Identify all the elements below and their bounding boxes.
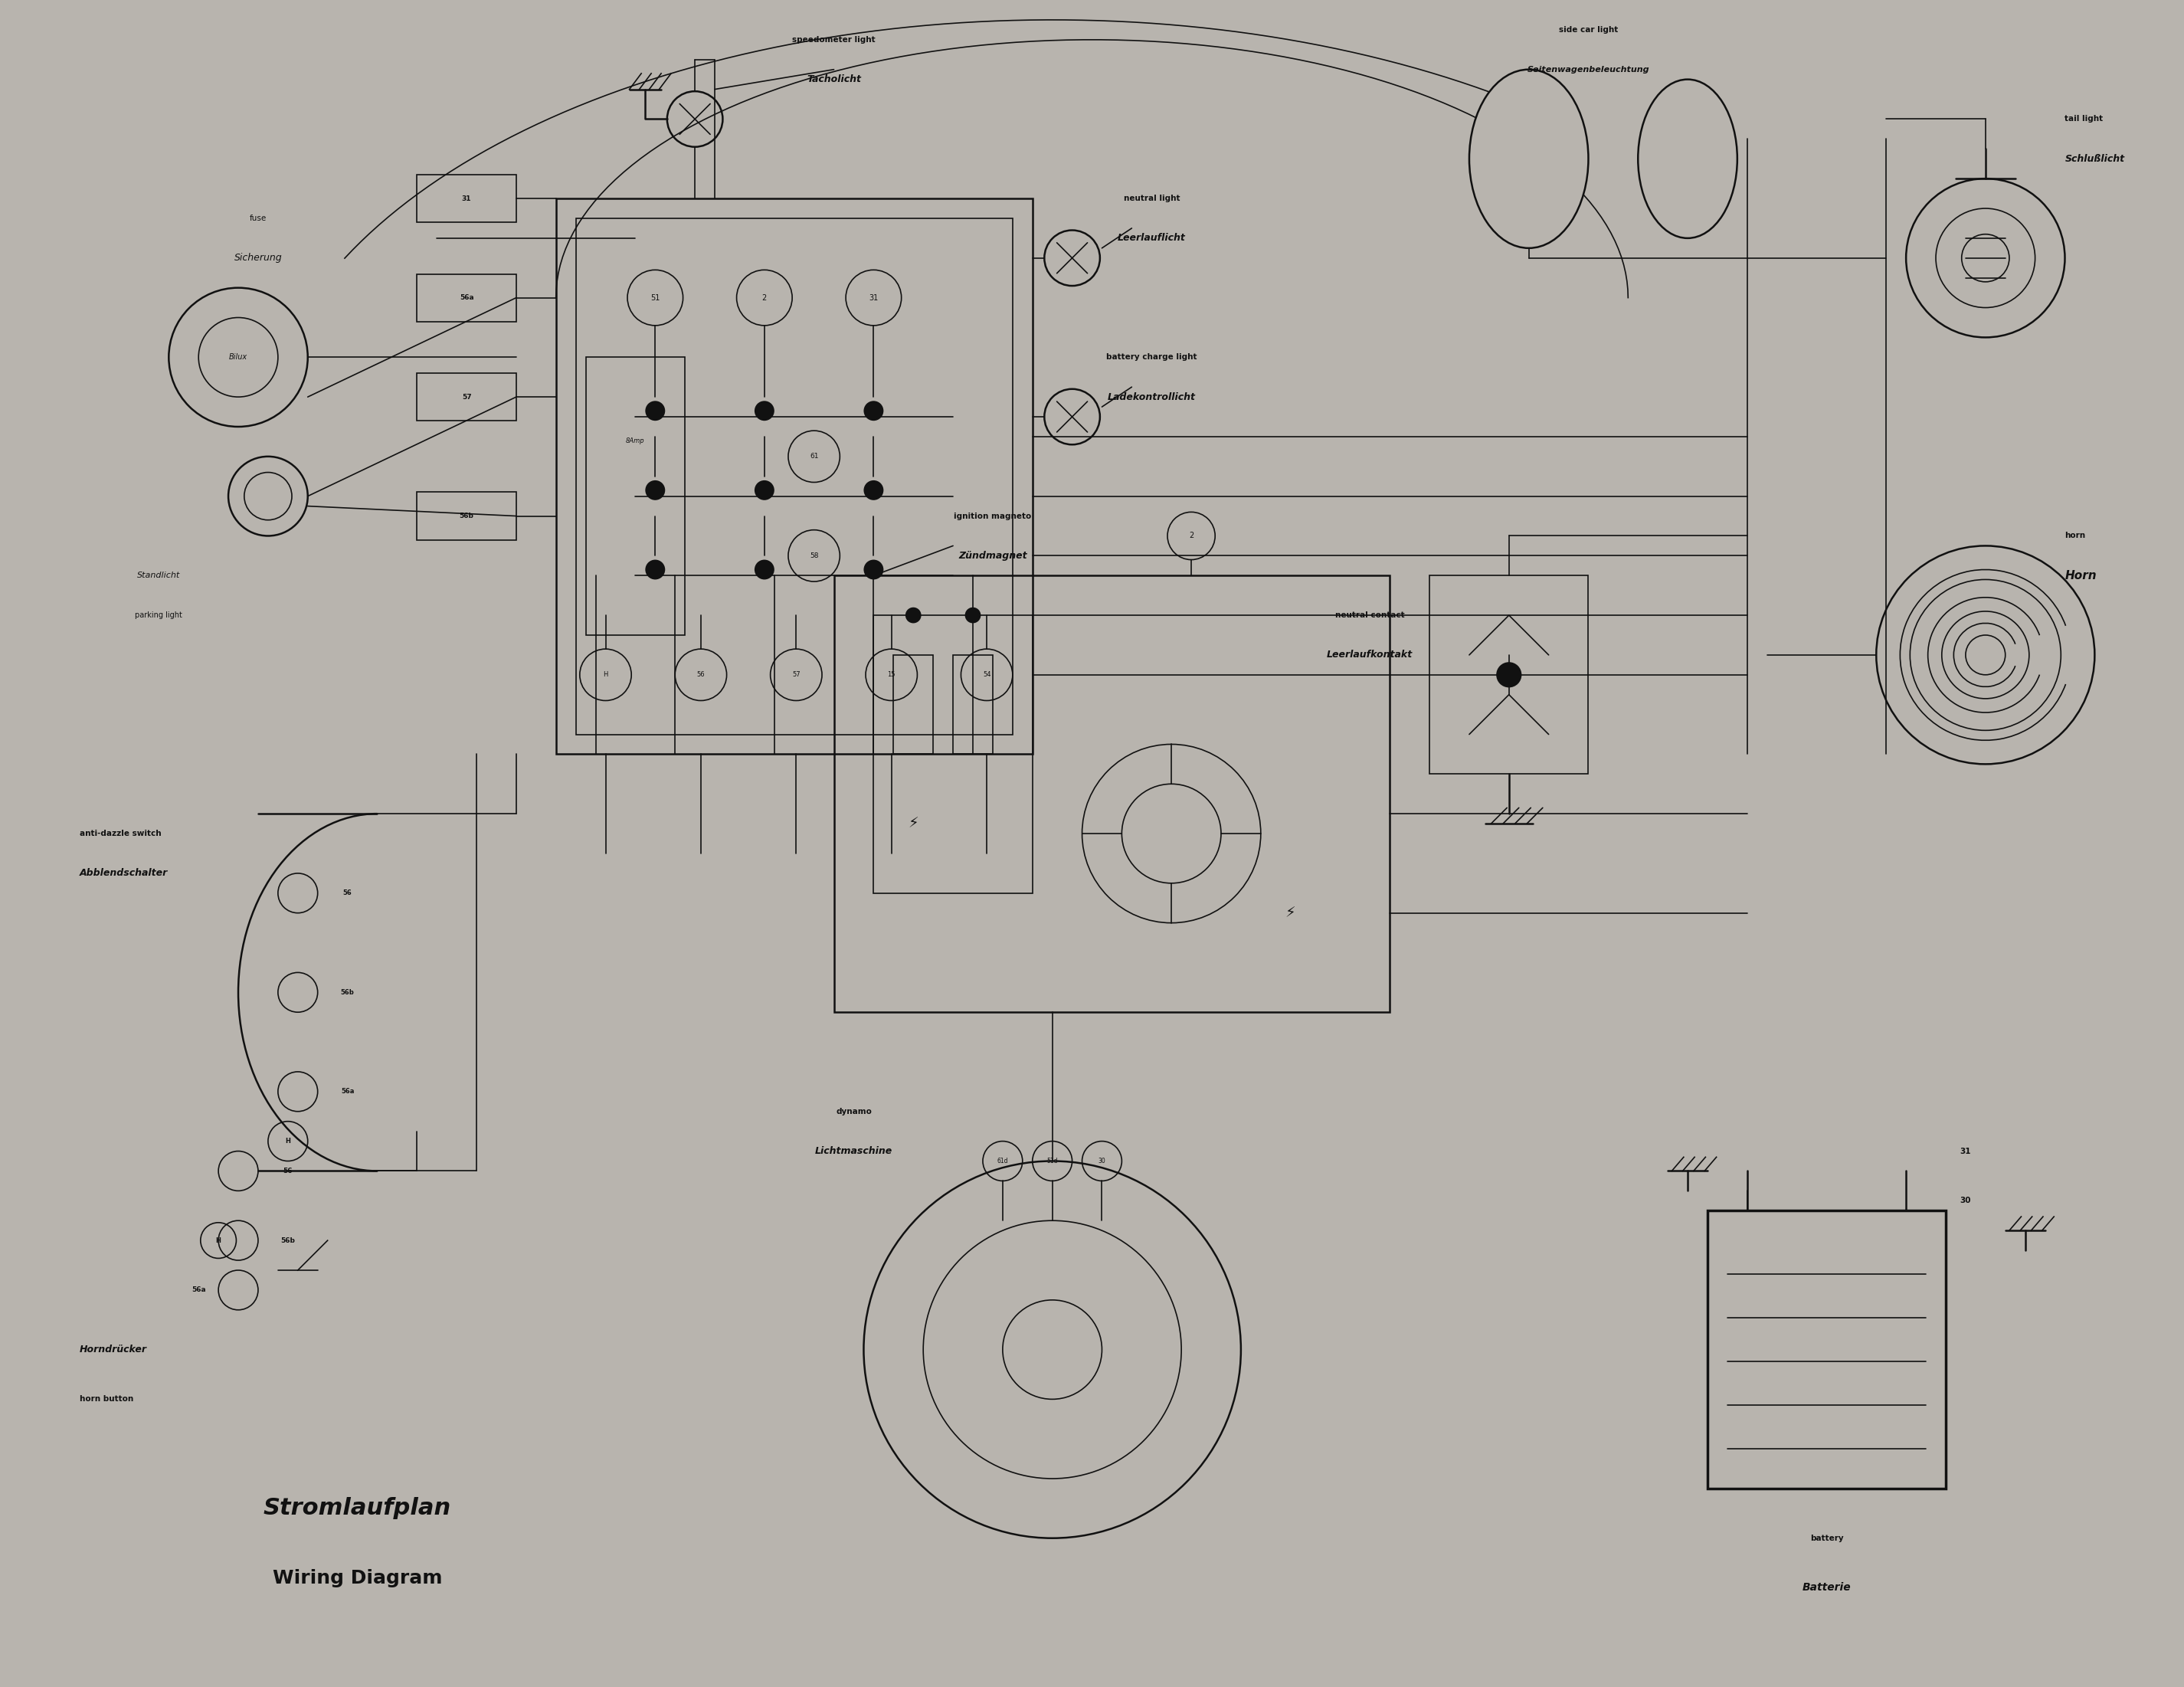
Circle shape — [863, 402, 885, 420]
Text: 56a: 56a — [192, 1287, 205, 1294]
Text: Horn: Horn — [2064, 570, 2097, 582]
Bar — [585, 358, 686, 634]
Bar — [577, 218, 1013, 734]
Text: Batterie: Batterie — [1802, 1582, 1852, 1593]
Text: speedometer light: speedometer light — [793, 35, 876, 44]
Text: 2: 2 — [762, 294, 767, 302]
Text: 2: 2 — [1188, 531, 1195, 540]
Text: ⚡: ⚡ — [909, 817, 919, 832]
Text: 56b: 56b — [282, 1237, 295, 1243]
Text: 8Amp: 8Amp — [627, 437, 644, 444]
Text: 56: 56 — [697, 671, 705, 678]
Text: 15: 15 — [887, 671, 895, 678]
Text: 51: 51 — [651, 294, 660, 302]
Text: 57: 57 — [461, 393, 472, 400]
Text: Wiring Diagram: Wiring Diagram — [273, 1569, 441, 1587]
Text: Horndrücker: Horndrücker — [79, 1345, 146, 1355]
Text: Sicherung: Sicherung — [234, 253, 282, 263]
Text: 56a: 56a — [459, 294, 474, 302]
Text: horn: horn — [2064, 531, 2086, 540]
Text: H: H — [286, 1137, 290, 1145]
Ellipse shape — [1470, 69, 1588, 248]
Text: Seitenwagenbeleuchtung: Seitenwagenbeleuchtung — [1527, 66, 1649, 73]
Text: Standlicht: Standlicht — [138, 572, 181, 579]
Text: 56: 56 — [284, 1167, 293, 1174]
Text: Schlußlicht: Schlußlicht — [2064, 154, 2125, 164]
Circle shape — [753, 560, 775, 580]
Text: H: H — [603, 671, 607, 678]
Text: side car light: side car light — [1559, 25, 1618, 34]
Circle shape — [965, 607, 981, 623]
Bar — [1708, 1211, 1946, 1488]
Circle shape — [1496, 663, 1520, 687]
Bar — [874, 616, 1033, 892]
Text: 56: 56 — [343, 889, 352, 896]
Text: tail light: tail light — [2064, 115, 2103, 123]
Text: battery: battery — [1811, 1533, 1843, 1542]
Text: ⚡: ⚡ — [1284, 906, 1295, 919]
Bar — [952, 655, 994, 754]
Text: Bilux: Bilux — [229, 353, 247, 361]
Text: battery charge light: battery charge light — [1105, 353, 1197, 361]
Circle shape — [863, 560, 885, 580]
Text: anti-dazzle switch: anti-dazzle switch — [79, 830, 162, 837]
Text: 61d: 61d — [998, 1157, 1009, 1164]
Text: 57: 57 — [793, 671, 799, 678]
Ellipse shape — [1638, 79, 1736, 238]
Text: 56a: 56a — [341, 1088, 354, 1095]
Text: dynamo: dynamo — [836, 1108, 871, 1115]
Text: neutral contact: neutral contact — [1334, 611, 1404, 619]
Text: Tacholicht: Tacholicht — [806, 74, 860, 84]
Text: 61: 61 — [810, 454, 819, 461]
Text: 51d: 51d — [1046, 1157, 1057, 1164]
Text: parking light: parking light — [135, 611, 183, 619]
Bar — [1431, 575, 1588, 774]
Circle shape — [753, 402, 775, 420]
Text: 30: 30 — [1099, 1157, 1105, 1164]
Text: 56b: 56b — [341, 989, 354, 995]
Text: Zündmagnet: Zündmagnet — [959, 550, 1026, 560]
Text: Leerlauflicht: Leerlauflicht — [1118, 233, 1186, 243]
Text: Lichtmaschine: Lichtmaschine — [815, 1145, 893, 1156]
Circle shape — [644, 481, 666, 499]
Text: Leerlaufkontakt: Leerlaufkontakt — [1328, 649, 1413, 660]
Text: 30: 30 — [1959, 1196, 1972, 1205]
Text: 31: 31 — [461, 196, 472, 202]
Circle shape — [863, 481, 885, 499]
Circle shape — [644, 560, 666, 580]
Circle shape — [906, 607, 922, 623]
Bar — [417, 373, 515, 420]
Text: Stromlaufplan: Stromlaufplan — [264, 1498, 452, 1520]
Bar — [417, 175, 515, 223]
Bar — [834, 575, 1389, 1012]
Bar — [893, 655, 933, 754]
Text: Ladekontrollicht: Ladekontrollicht — [1107, 391, 1195, 402]
Bar — [557, 199, 1033, 754]
Text: ignition magneto: ignition magneto — [954, 513, 1031, 520]
Text: fuse: fuse — [249, 214, 266, 223]
Text: Abblendschalter: Abblendschalter — [79, 869, 168, 879]
Text: 58: 58 — [810, 552, 819, 558]
Text: 56b: 56b — [459, 513, 474, 520]
Bar — [417, 273, 515, 322]
Circle shape — [644, 402, 666, 420]
Circle shape — [753, 481, 775, 499]
Text: neutral light: neutral light — [1123, 194, 1179, 202]
Text: 31: 31 — [1959, 1147, 1972, 1156]
Text: 31: 31 — [869, 294, 878, 302]
Text: 54: 54 — [983, 671, 992, 678]
Text: horn button: horn button — [79, 1395, 133, 1404]
Text: H: H — [216, 1237, 221, 1243]
Bar — [417, 493, 515, 540]
